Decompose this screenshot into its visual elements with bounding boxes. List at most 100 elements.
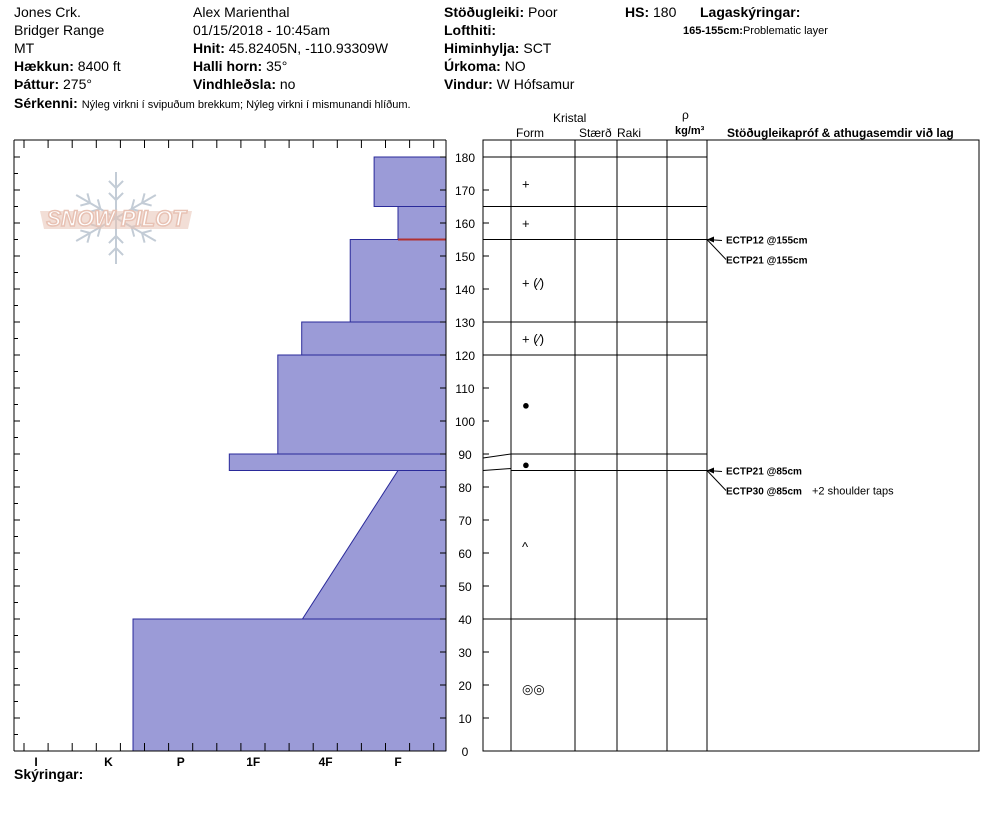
- features-value: Nýleg virkni í svipuðum brekkum; Nýleg v…: [81, 99, 411, 111]
- observation-datetime: 01/15/2018 - 10:45am: [193, 22, 330, 38]
- slope-label: Halli horn:: [193, 58, 263, 74]
- depth-tick-label: 170: [455, 184, 475, 198]
- depth-tick-label: 140: [455, 283, 475, 297]
- snowflake-branch: [115, 235, 124, 244]
- hs-field: HS: 180: [625, 4, 676, 20]
- grain-form-symbol: + (⁄): [522, 275, 544, 290]
- state-name: MT: [14, 40, 35, 56]
- hardness-profile: [132, 156, 447, 752]
- density-unit-header: kg/m³: [675, 125, 705, 137]
- elevation-value: 8400 ft: [77, 58, 121, 74]
- coords-field: Hnit: 45.82405N, -110.93309W: [193, 40, 388, 56]
- depth-tick-label: 110: [455, 382, 474, 396]
- coords-label: Hnit:: [193, 40, 225, 56]
- stability-test-label: ECTP30 @85cm: [726, 487, 802, 498]
- snowflake-branch: [96, 199, 102, 210]
- arrow-head: [707, 236, 714, 243]
- layer-table: [482, 139, 980, 752]
- depth-tick-label: 90: [458, 448, 472, 462]
- hardness-layer: [228, 453, 447, 471]
- range-name: Bridger Range: [14, 22, 105, 38]
- depth-tick-label: 20: [458, 679, 472, 693]
- arrow-head: [707, 467, 714, 474]
- slope-field: Halli horn: 35°: [193, 58, 287, 74]
- coords-value: 45.82405N, -110.93309W: [228, 40, 389, 56]
- sky-value: SCT: [523, 40, 552, 56]
- depth-tick-label: 100: [455, 415, 475, 429]
- boundary-connector: [482, 468, 512, 471]
- snowflake-branch: [115, 192, 124, 201]
- legend-range: 165-155cm:: [683, 25, 743, 37]
- snowflake-branch: [86, 232, 91, 243]
- hardness-tick-label: P: [177, 755, 185, 769]
- size-header: Stærð: [579, 126, 612, 140]
- snowflake-branch: [86, 193, 91, 204]
- table-frame: [482, 139, 980, 752]
- hardness-tick-label: 1F: [246, 755, 260, 769]
- wind-label: Vindur:: [444, 76, 493, 92]
- boundary-connector: [482, 453, 512, 459]
- legend-title: Lagaskýringar:: [700, 4, 801, 20]
- snowflake-branch: [108, 180, 117, 189]
- snowflake-branch: [130, 199, 136, 210]
- hardness-layer: [373, 156, 447, 207]
- test-arrow: [706, 470, 727, 491]
- grain-forms: + + + (⁄) + (⁄) ● ● ^ ◎◎: [522, 176, 545, 696]
- depth-tick-label: 120: [455, 349, 475, 363]
- grain-form-symbol: ●: [522, 457, 530, 472]
- stability-test-label: ECTP21 @85cm: [726, 467, 802, 478]
- air-temp-label: Lofthiti:: [444, 22, 497, 38]
- wind-loading-label: Vindhleðsla:: [193, 76, 276, 92]
- elevation-label: Hækkun:: [14, 58, 74, 74]
- hardness-layer: [301, 470, 447, 620]
- depth-tick-label: 30: [458, 646, 472, 660]
- rho-header: ρ: [682, 108, 689, 122]
- hardness-tick-label: I: [34, 755, 37, 769]
- stability-field: Stöðugleiki: Poor: [444, 4, 558, 20]
- hardness-layer: [397, 206, 447, 240]
- stability-test-label: ECTP21 @155cm: [726, 256, 808, 267]
- snowflake-branch: [80, 202, 91, 207]
- wind-field: Vindur: W Hófsamur: [444, 76, 574, 92]
- grain-form-symbol: +: [522, 176, 530, 191]
- depth-tick-label: 0: [462, 745, 469, 759]
- stability-test-label: ECTP12 @155cm: [726, 236, 808, 247]
- depth-tick-label: 60: [458, 547, 472, 561]
- stability-value: Poor: [528, 4, 558, 20]
- snowflake-branch: [108, 247, 117, 256]
- hardness-layer: [132, 618, 447, 752]
- legend-text: Problematic layer: [742, 25, 828, 37]
- snowflake-branch: [115, 247, 124, 256]
- depth-tick-label: 70: [458, 514, 472, 528]
- snowflake-branch: [141, 193, 146, 204]
- sky-field: Himinhylja: SCT: [444, 40, 551, 56]
- snowflake-branch: [141, 229, 152, 234]
- aspect-label: Þáttur:: [14, 76, 60, 92]
- depth-tick-label: 150: [455, 250, 475, 264]
- wind-value: W Hófsamur: [496, 76, 575, 92]
- snowflake-branch: [108, 235, 117, 244]
- snowpilot-logo: SNOW PILOT: [40, 172, 192, 264]
- wind-loading-value: no: [279, 76, 296, 92]
- chart-axes: 0 10 20 30 40 50 60 70 80 90 100 110 120 130 140 150 160…: [13, 139, 489, 769]
- hardness-layer: [349, 239, 447, 323]
- hs-label: HS:: [625, 4, 650, 20]
- depth-tick-label: 180: [455, 151, 475, 165]
- precip-value: NO: [504, 58, 526, 74]
- stability-label: Stöðugleiki:: [444, 4, 525, 20]
- hardness-tick-label: F: [394, 755, 401, 769]
- grain-form-symbol: ●: [522, 398, 530, 413]
- sky-label: Himinhylja:: [444, 40, 520, 56]
- depth-tick-label: 160: [455, 217, 475, 231]
- test-arrow: [706, 239, 727, 260]
- form-header: Form: [516, 126, 544, 140]
- depth-tick-label: 10: [458, 712, 472, 726]
- precip-field: Úrkoma: NO: [444, 58, 526, 74]
- depth-tick-label: 50: [458, 580, 472, 594]
- snowflake-branch: [115, 180, 124, 189]
- snowflake-branch: [141, 232, 146, 243]
- snowflake-branch: [141, 202, 152, 207]
- wind-loading-field: Vindhleðsla: no: [193, 76, 295, 92]
- hardness-layer: [301, 321, 447, 356]
- location-name: Jones Crk.: [14, 4, 81, 20]
